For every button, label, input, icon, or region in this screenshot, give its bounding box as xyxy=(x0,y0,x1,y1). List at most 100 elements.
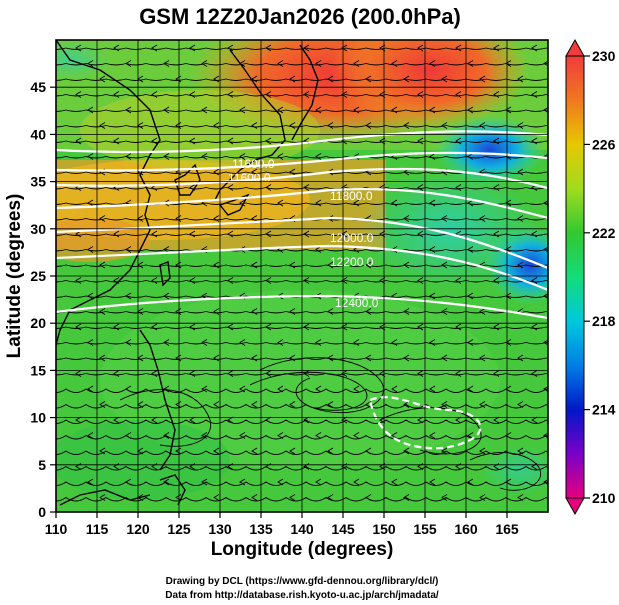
streamline-arrowhead xyxy=(365,447,372,455)
x-tick-label: 135 xyxy=(249,521,273,537)
streamline-arrowhead xyxy=(315,478,322,486)
streamline-arrowhead xyxy=(441,354,448,362)
streamline-arrowhead xyxy=(403,122,410,129)
x-tick-label: 155 xyxy=(413,521,437,537)
streamline-arrowhead xyxy=(227,370,234,377)
streamline-arrowhead xyxy=(201,60,208,67)
streamline-arrowhead xyxy=(327,261,334,269)
streamline-arrowhead xyxy=(315,106,322,114)
streamline-arrowhead xyxy=(365,75,372,83)
streamline-arrowhead xyxy=(379,277,386,284)
streamline-arrowhead xyxy=(201,385,208,393)
streamline xyxy=(56,249,548,252)
streamline xyxy=(56,187,548,190)
streamline-arrowhead xyxy=(251,447,258,455)
credit-line-1: Drawing by DCL (https://www.gfd-dennou.o… xyxy=(166,576,439,587)
colorbar-tick-label: 222 xyxy=(592,225,616,241)
y-tick-label: 5 xyxy=(38,457,46,473)
contour-label: 11600.0 xyxy=(232,157,275,171)
streamline-arrowhead xyxy=(403,447,410,455)
streamline xyxy=(56,280,548,283)
streamline-arrowhead xyxy=(201,153,208,160)
contour-label: 12000.0 xyxy=(330,231,374,245)
streamline-arrowhead xyxy=(531,44,538,52)
streamline-arrowhead xyxy=(189,137,196,145)
streamline xyxy=(56,342,548,345)
streamline-arrowhead xyxy=(327,494,334,501)
streamline-arrowhead xyxy=(505,106,512,114)
streamline xyxy=(56,156,548,159)
x-tick-label: 145 xyxy=(331,521,355,537)
streamline-arrowhead xyxy=(315,199,322,207)
streamline-arrowhead xyxy=(403,308,410,315)
streamline-arrowhead xyxy=(189,91,196,98)
streamline-arrowhead xyxy=(265,230,272,238)
streamline-arrowhead xyxy=(429,478,436,486)
streamline-arrowhead xyxy=(417,230,424,238)
streamline-arrowhead xyxy=(505,246,512,253)
x-tick-label: 120 xyxy=(126,521,150,537)
streamline-arrowhead xyxy=(517,447,524,455)
streamline-arrowhead xyxy=(201,478,208,486)
streamline-arrowhead xyxy=(163,106,170,114)
streamline-arrowhead xyxy=(365,354,372,362)
streamline-arrowhead xyxy=(517,261,524,269)
streamline xyxy=(56,481,548,486)
y-tick-label: 40 xyxy=(30,126,46,142)
streamline-arrowhead xyxy=(125,432,132,439)
streamline-arrowhead xyxy=(125,292,132,300)
streamline-arrowhead xyxy=(125,60,132,67)
streamline-arrowhead xyxy=(213,354,220,362)
streamline xyxy=(56,63,548,66)
streamline-arrowhead xyxy=(531,277,538,284)
streamline-arrowhead xyxy=(441,447,448,455)
streamline-arrowhead xyxy=(479,308,486,315)
streamline-arrowhead xyxy=(303,323,310,331)
streamline-arrowhead xyxy=(429,199,436,207)
streamline-arrowhead xyxy=(201,339,208,346)
streamline-arrowhead xyxy=(403,215,410,222)
streamline-arrowhead xyxy=(303,277,310,284)
temperature-field xyxy=(56,40,548,512)
streamline-arrowhead xyxy=(505,60,512,67)
streamline-arrowhead xyxy=(113,323,120,331)
contour-label: 11600.0 xyxy=(228,171,271,185)
x-tick-label: 160 xyxy=(454,521,478,537)
streamline-arrowhead xyxy=(87,153,94,160)
streamline-arrowhead xyxy=(227,91,234,98)
streamline-arrowhead xyxy=(531,230,538,238)
wind-streamlines xyxy=(56,44,548,502)
streamline-arrowhead xyxy=(493,277,500,284)
streamline-arrowhead xyxy=(441,401,448,408)
streamline xyxy=(56,125,548,128)
streamline-arrowhead xyxy=(289,494,296,501)
streamline-arrowhead xyxy=(517,215,524,222)
streamline-arrowhead xyxy=(531,370,538,377)
streamline-arrowhead xyxy=(239,432,246,439)
streamline-arrowhead xyxy=(213,122,220,129)
streamline-arrowhead xyxy=(327,447,334,455)
colorbar-tick-label: 218 xyxy=(592,313,616,329)
streamline-arrowhead xyxy=(303,370,310,377)
streamline-arrowhead xyxy=(239,106,246,114)
streamline xyxy=(56,47,548,50)
streamline-arrowhead xyxy=(429,60,436,67)
streamline-arrowhead xyxy=(189,370,196,377)
streamline-arrowhead xyxy=(163,153,170,160)
streamline-arrowhead xyxy=(441,122,448,129)
streamline-arrowhead xyxy=(417,184,424,191)
y-tick-label: 35 xyxy=(30,174,46,190)
streamline-arrowhead xyxy=(251,168,258,176)
streamline-arrowhead xyxy=(213,401,220,408)
streamline-arrowhead xyxy=(493,137,500,145)
streamline-arrowhead xyxy=(265,277,272,284)
streamline-arrowhead xyxy=(315,432,322,439)
y-tick-label: 20 xyxy=(30,315,46,331)
streamline-arrowhead xyxy=(163,246,170,253)
streamline-arrowhead xyxy=(213,447,220,455)
streamline-arrowhead xyxy=(303,91,310,98)
y-tick-label: 25 xyxy=(30,268,46,284)
streamline-arrowhead xyxy=(379,137,386,145)
streamline-arrowhead xyxy=(151,91,158,98)
streamline-arrowhead xyxy=(277,60,284,67)
